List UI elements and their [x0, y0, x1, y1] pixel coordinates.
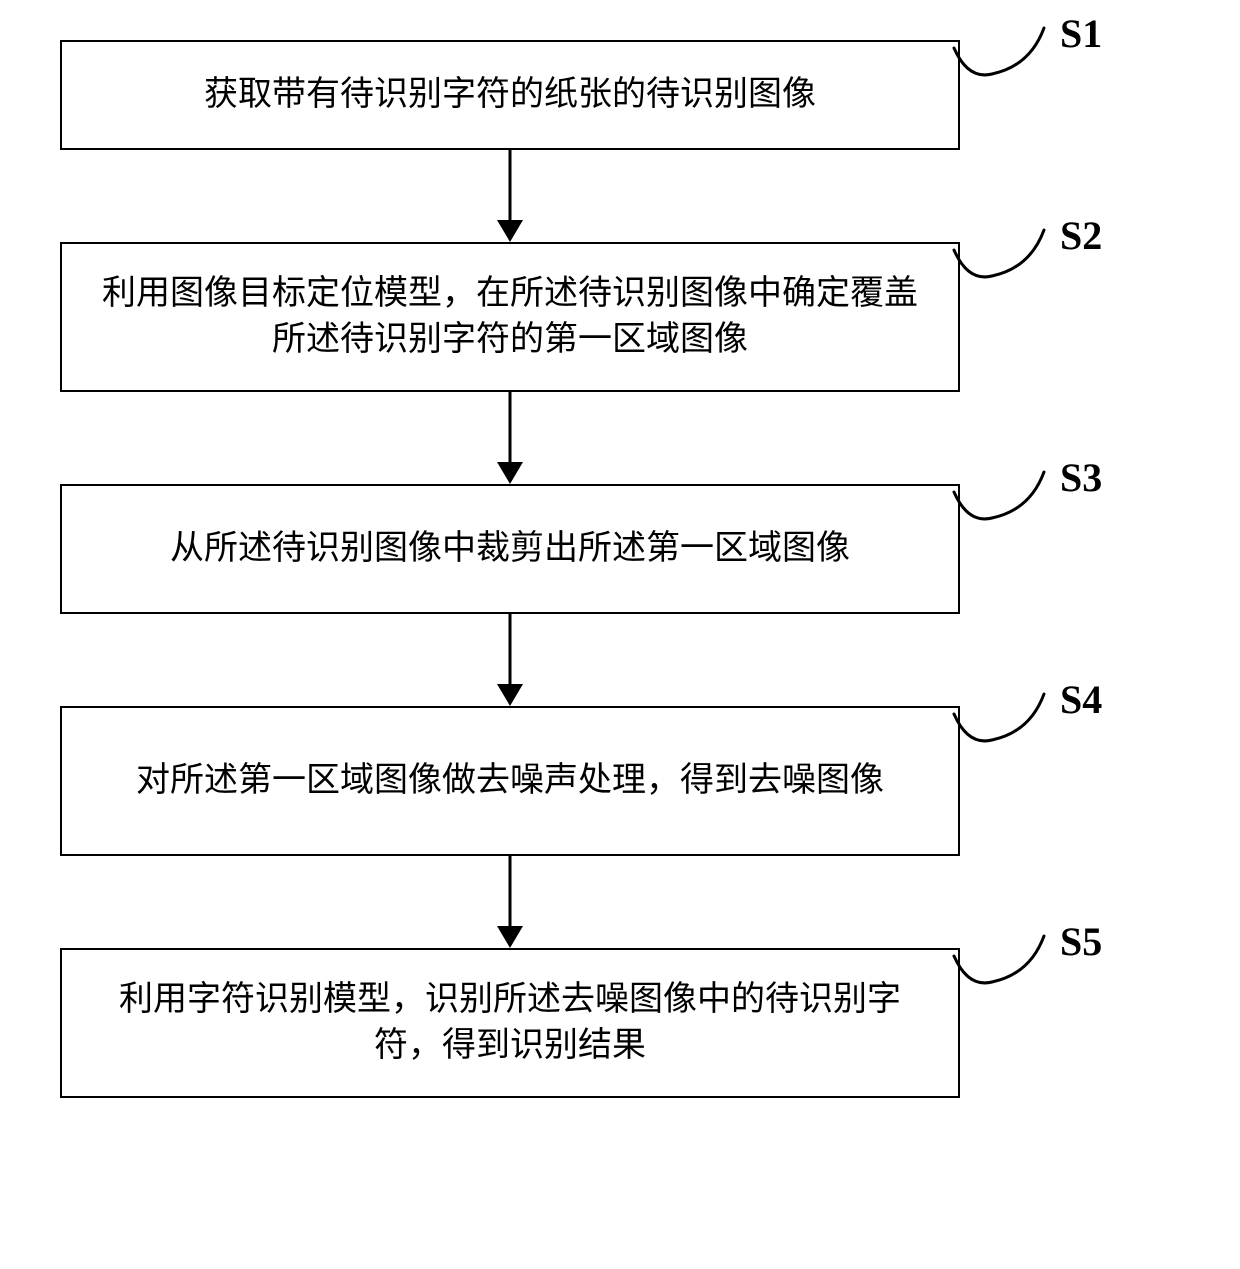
- flowchart-container: 获取带有待识别字符的纸张的待识别图像S1 利用图像目标定位模型，在所述待识别图像中…: [60, 40, 1180, 1098]
- arrow-down-icon: [493, 150, 527, 242]
- flow-arrow: [60, 150, 960, 242]
- arrow-down-icon: [493, 392, 527, 484]
- flow-step-label: S2: [1060, 212, 1102, 259]
- flow-step-row: 获取带有待识别字符的纸张的待识别图像S1: [60, 40, 1180, 150]
- flow-step-text: 对所述第一区域图像做去噪声处理，得到去噪图像: [136, 758, 884, 804]
- flow-step-label: S1: [1060, 10, 1102, 57]
- flow-step-row: 从所述待识别图像中裁剪出所述第一区域图像S3: [60, 484, 1180, 614]
- flow-step-label: S4: [1060, 676, 1102, 723]
- flow-step-label: S3: [1060, 454, 1102, 501]
- flow-step-box: 利用字符识别模型，识别所述去噪图像中的待识别字符，得到识别结果: [60, 948, 960, 1098]
- flow-step-box: 从所述待识别图像中裁剪出所述第一区域图像: [60, 484, 960, 614]
- flow-step-box: 获取带有待识别字符的纸张的待识别图像: [60, 40, 960, 150]
- arrow-down-icon: [493, 856, 527, 948]
- callout-connector: [948, 930, 1068, 1000]
- arrow-down-icon: [493, 614, 527, 706]
- flow-step-text: 从所述待识别图像中裁剪出所述第一区域图像: [170, 526, 850, 572]
- flow-step-text: 获取带有待识别字符的纸张的待识别图像: [204, 72, 816, 118]
- flow-step-label: S5: [1060, 918, 1102, 965]
- flow-step-box: 对所述第一区域图像做去噪声处理，得到去噪图像: [60, 706, 960, 856]
- flow-arrow: [60, 614, 960, 706]
- flow-step-text: 利用字符识别模型，识别所述去噪图像中的待识别字符，得到识别结果: [94, 977, 926, 1069]
- flow-step-row: 利用图像目标定位模型，在所述待识别图像中确定覆盖所述待识别字符的第一区域图像S2: [60, 242, 1180, 392]
- callout-connector: [948, 466, 1068, 536]
- flow-step-row: 对所述第一区域图像做去噪声处理，得到去噪图像S4: [60, 706, 1180, 856]
- flow-step-box: 利用图像目标定位模型，在所述待识别图像中确定覆盖所述待识别字符的第一区域图像: [60, 242, 960, 392]
- callout-connector: [948, 22, 1068, 92]
- callout-connector: [948, 688, 1068, 758]
- flow-step-row: 利用字符识别模型，识别所述去噪图像中的待识别字符，得到识别结果S5: [60, 948, 1180, 1098]
- flow-arrow: [60, 392, 960, 484]
- flow-step-text: 利用图像目标定位模型，在所述待识别图像中确定覆盖所述待识别字符的第一区域图像: [94, 271, 926, 363]
- callout-connector: [948, 224, 1068, 294]
- flow-arrow: [60, 856, 960, 948]
